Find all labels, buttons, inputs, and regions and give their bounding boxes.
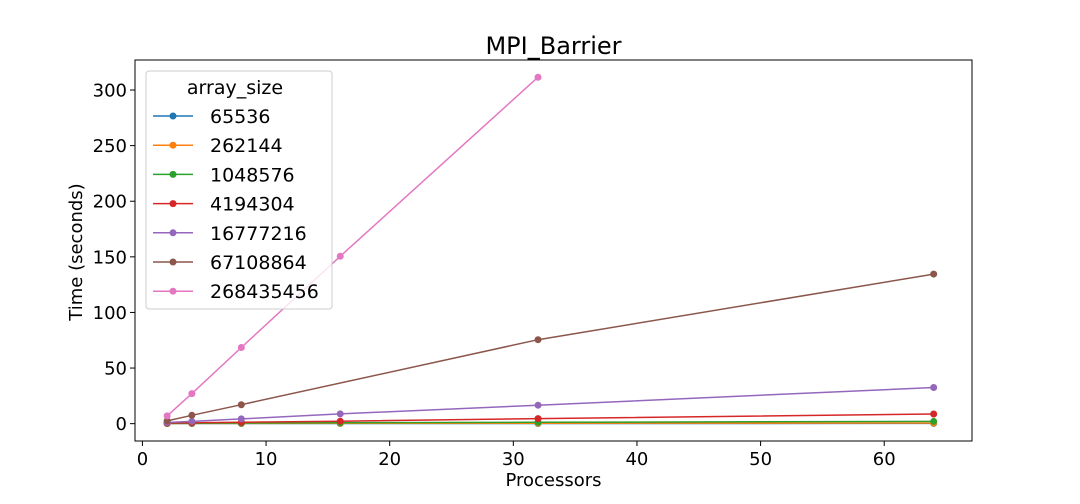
y-axis-title: Time (seconds) [66, 183, 87, 321]
legend-label: 4194304 [210, 194, 295, 216]
legend-swatch-marker [169, 287, 177, 295]
x-tick-label: 0 [137, 449, 148, 470]
data-point [237, 401, 245, 409]
legend-title: array_size [187, 77, 283, 99]
data-point [534, 73, 542, 81]
series-16777216 [163, 384, 938, 427]
legend-label: 268435456 [210, 281, 319, 303]
data-point [336, 410, 344, 418]
legend-item-16777216: 16777216 [153, 223, 307, 245]
series-line [167, 413, 934, 424]
y-tick-label: 0 [116, 414, 127, 435]
data-point [930, 410, 938, 418]
data-point [188, 417, 196, 425]
x-axis-title: Processors [505, 470, 601, 491]
legend-item-1048576: 1048576 [153, 164, 295, 186]
legend-swatch-marker [169, 229, 177, 237]
data-point [237, 415, 245, 423]
data-point [163, 417, 171, 425]
y-tick-label: 150 [93, 247, 127, 268]
y-tick-label: 200 [93, 192, 127, 213]
x-tick-label: 20 [378, 449, 401, 470]
data-point [534, 336, 542, 344]
legend-swatch-marker [169, 200, 177, 208]
legend-swatch-marker [169, 112, 177, 120]
plot-area: 0 10 20 30 40 50 60 0 50 100 150 200 250 300 [93, 59, 973, 470]
legend-swatch-marker [169, 170, 177, 178]
data-point [534, 415, 542, 423]
y-tick-label: 50 [104, 359, 127, 380]
data-point [188, 411, 196, 419]
x-tick-label: 10 [255, 449, 278, 470]
x-tick-label: 60 [873, 449, 896, 470]
legend-box [145, 70, 333, 310]
data-point [237, 343, 245, 351]
y-tick-label: 100 [93, 303, 127, 324]
legend-label: 67108864 [210, 252, 307, 274]
legend: array_size 65536 262144 1048576 4194304 16777… [145, 70, 333, 310]
legend-item-4194304: 4194304 [153, 194, 295, 216]
data-point [163, 412, 171, 420]
legend-label: 16777216 [210, 223, 307, 245]
legend-item-268435456: 268435456 [153, 281, 319, 303]
axes-frame [134, 59, 973, 442]
data-point [336, 417, 344, 425]
legend-label: 262144 [210, 135, 283, 157]
data-point [188, 390, 196, 398]
y-tick-label: 250 [93, 136, 127, 157]
data-point [534, 401, 542, 409]
y-tick-label: 300 [93, 81, 127, 102]
data-point [930, 384, 938, 392]
series-268435456 [163, 73, 542, 420]
x-tick-label: 50 [749, 449, 772, 470]
legend-item-65536: 65536 [153, 106, 270, 128]
x-tick-label: 30 [502, 449, 525, 470]
chart-title: MPI_Barrier [485, 32, 621, 60]
legend-swatch-marker [169, 141, 177, 149]
data-point [336, 252, 344, 260]
legend-label: 1048576 [210, 164, 295, 186]
series-67108864 [163, 270, 938, 425]
legend-item-67108864: 67108864 [153, 252, 307, 274]
data-point [930, 417, 938, 425]
data-point [930, 270, 938, 278]
legend-item-262144: 262144 [153, 135, 283, 157]
legend-label: 65536 [210, 106, 270, 128]
legend-swatch-marker [169, 258, 177, 266]
x-tick-label: 40 [625, 449, 648, 470]
series-line [167, 386, 934, 424]
